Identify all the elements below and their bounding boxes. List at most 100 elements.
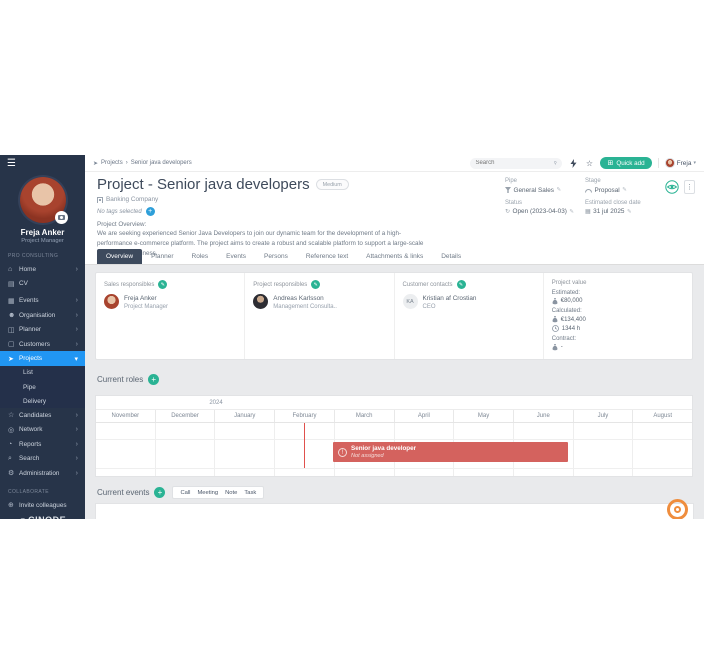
sidebar-subitem-list[interactable]: List [0, 365, 85, 380]
person-row[interactable]: KA Kristian af Crostian CEO [402, 294, 535, 310]
card-title: Sales responsibles [104, 281, 155, 288]
timeline-month: November [111, 413, 140, 419]
edit-pencil-icon[interactable]: ✎ [622, 187, 627, 193]
company-name[interactable]: Banking Company [106, 196, 159, 203]
breadcrumb: ➤ Projects › Senior java developers [93, 160, 192, 167]
subitem-label: Delivery [23, 397, 47, 405]
sidebar-item-home[interactable]: ⌂ Home › [0, 262, 85, 276]
sidebar-item-customers[interactable]: ▢ Customers › [0, 337, 85, 351]
sidebar-item-events[interactable]: ▦ Events › [0, 294, 85, 308]
add-tag-button[interactable]: + [145, 207, 155, 216]
tab-events[interactable]: Events [226, 253, 246, 260]
tab-planner[interactable]: Planner [151, 253, 174, 260]
camera-icon[interactable] [54, 211, 68, 224]
search-input[interactable] [475, 160, 554, 166]
tab-persons[interactable]: Persons [264, 253, 288, 260]
tab-attachments-links[interactable]: Attachments & links [366, 253, 424, 260]
timeline-month: January [214, 410, 274, 422]
edit-pencil-icon[interactable]: ✎ [456, 280, 466, 289]
meta-panel: Pipe General Sales ✎ Stage Proposal ✎ [505, 178, 695, 215]
card-project-value: Project value Estimated: €80,000 Calcula… [544, 273, 692, 359]
user-menu[interactable]: Freja ▾ [664, 158, 696, 168]
timeline-month: March [333, 410, 394, 422]
sidebar-item-cv[interactable]: ▤ CV [0, 276, 85, 290]
card-title: Customer contacts [402, 281, 453, 288]
sidebar-subitem-delivery[interactable]: Delivery [0, 394, 85, 409]
tab-overview[interactable]: Overview [97, 249, 143, 264]
stage-label: Stage [585, 178, 601, 184]
edit-pencil-icon[interactable]: ✎ [158, 280, 168, 289]
meeting-button[interactable]: Meeting [197, 489, 219, 496]
status-value[interactable]: Open (2023-04-03) [512, 208, 567, 215]
avatar[interactable] [19, 177, 68, 224]
close-date-value[interactable]: 31 jul 2025 [593, 208, 625, 215]
task-button[interactable]: Task [244, 489, 257, 496]
avatar [104, 294, 119, 309]
priority-badge[interactable]: Medium [315, 179, 349, 190]
role-bar-senior-java-developer[interactable]: ! Senior java developer Not assigned [333, 442, 568, 462]
stage-value[interactable]: Proposal [594, 186, 620, 194]
sidebar-item-search[interactable]: ⌕ Search › [0, 451, 85, 465]
sidebar-item-invite-colleagues[interactable]: ⊕ Invite colleagues [0, 498, 85, 512]
exclamation-icon: ! [338, 447, 347, 457]
sidebar-item-network[interactable]: ◎ Network › [0, 423, 85, 437]
card-customer-contacts: Customer contacts ✎ KA Kristian af Crost… [395, 273, 544, 359]
calculated-value: €134,400 [560, 316, 586, 323]
calculated-hours: 1344 h [561, 325, 581, 332]
current-roles-title: Current roles [97, 375, 144, 384]
timeline-month: August [632, 410, 692, 422]
invite-icon: ⊕ [8, 502, 14, 510]
timeline-month: May [453, 410, 513, 422]
call-button[interactable]: Call [180, 489, 191, 496]
estimated-value: €80,000 [560, 298, 583, 304]
person-row[interactable]: Freja Anker Project Manager [104, 294, 236, 310]
estimated-label: Estimated: [551, 289, 581, 296]
person-row[interactable]: Andreas Karlsson Management Consulta.. [253, 294, 385, 310]
edit-pencil-icon[interactable]: ✎ [569, 208, 574, 215]
edit-pencil-icon[interactable]: ✎ [311, 280, 321, 289]
status-icon: ↻ [505, 209, 511, 215]
kebab-menu-icon[interactable]: ⋮ [684, 180, 695, 194]
breadcrumb-root[interactable]: Projects [101, 160, 123, 166]
note-button[interactable]: Note [225, 489, 238, 496]
current-events-header: Current events + Call Meeting Note Task [97, 486, 265, 499]
quick-add-button[interactable]: ⊞ Quick add [600, 157, 652, 169]
money-bag-icon [552, 297, 558, 305]
divider [657, 158, 659, 168]
sidebar-item-administration[interactable]: ⚙ Administration › [0, 466, 85, 480]
tab-details[interactable]: Details [441, 253, 462, 260]
edit-pencil-icon[interactable]: ✎ [626, 208, 632, 215]
help-widget-icon[interactable] [667, 499, 688, 519]
timeline-month-header: November December January February March… [96, 410, 692, 423]
grid-icon: ⊞ [607, 159, 614, 167]
building-icon [97, 196, 103, 203]
hamburger-menu-icon[interactable]: ☰ [7, 158, 16, 169]
sidebar-item-projects[interactable]: ➤ Projects ▾ [0, 351, 85, 366]
lightning-icon[interactable] [568, 158, 578, 168]
sidebar-item-organisation[interactable]: ☻ Organisation › [0, 308, 85, 322]
sidebar-item-planner[interactable]: ◫ Planner › [0, 323, 85, 337]
quick-add-label: Quick add [616, 159, 645, 167]
tab-roles[interactable]: Roles [191, 253, 209, 260]
subitem-label: Pipe [23, 383, 36, 391]
sidebar-item-label: Customers [19, 340, 50, 348]
subitem-label: List [23, 369, 33, 377]
add-role-button[interactable]: + [148, 374, 160, 385]
watch-eye-icon[interactable] [665, 180, 679, 194]
add-event-button[interactable]: + [154, 487, 166, 498]
chevron-right-icon: › [75, 469, 78, 477]
topbar: ➤ Projects › Senior java developers ⌕ ☆ … [85, 155, 704, 172]
pipe-value[interactable]: General Sales [513, 186, 555, 194]
sidebar-item-label: Search [19, 455, 40, 463]
meta-close-date: Estimated close date ▦ 31 jul 2025 ✎ [585, 200, 695, 216]
section-label-pro-consulting: PRO CONSULTING [8, 253, 59, 259]
calendar-icon: ▦ [585, 209, 591, 215]
sidebar-item-reports[interactable]: ◔ Reports › [0, 437, 85, 451]
star-icon[interactable]: ☆ [585, 158, 594, 168]
edit-pencil-icon[interactable]: ✎ [556, 187, 562, 193]
timeline-year: 2024 [209, 400, 223, 406]
sidebar-subitem-pipe[interactable]: Pipe [0, 379, 85, 395]
sidebar-item-candidates[interactable]: ☆ Candidates › [0, 408, 85, 422]
contract-label: Contract: [551, 335, 577, 342]
tab-reference-text[interactable]: Reference text [305, 253, 349, 260]
